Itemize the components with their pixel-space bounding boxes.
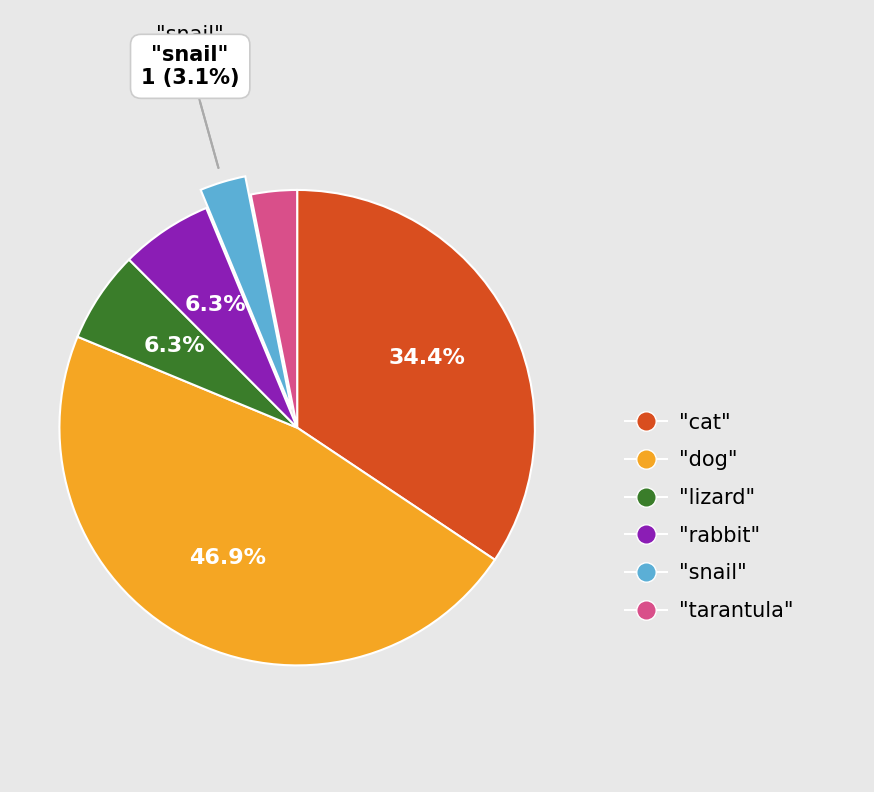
Wedge shape [201, 177, 292, 409]
Text: 6.3%: 6.3% [184, 295, 246, 315]
Wedge shape [251, 190, 297, 428]
Wedge shape [129, 208, 297, 428]
Text: "snail"
1 (3.1%): "snail" 1 (3.1%) [141, 44, 239, 168]
Legend: "cat", "dog", "lizard", "rabbit", "snail", "tarantula": "cat", "dog", "lizard", "rabbit", "snail… [617, 404, 802, 630]
Text: "snail": "snail" [156, 25, 224, 45]
Wedge shape [78, 260, 297, 428]
Text: 34.4%: 34.4% [389, 348, 466, 368]
Text: 46.9%: 46.9% [189, 547, 267, 568]
Text: 6.3%: 6.3% [144, 336, 205, 356]
Wedge shape [59, 337, 495, 665]
Wedge shape [297, 190, 535, 560]
